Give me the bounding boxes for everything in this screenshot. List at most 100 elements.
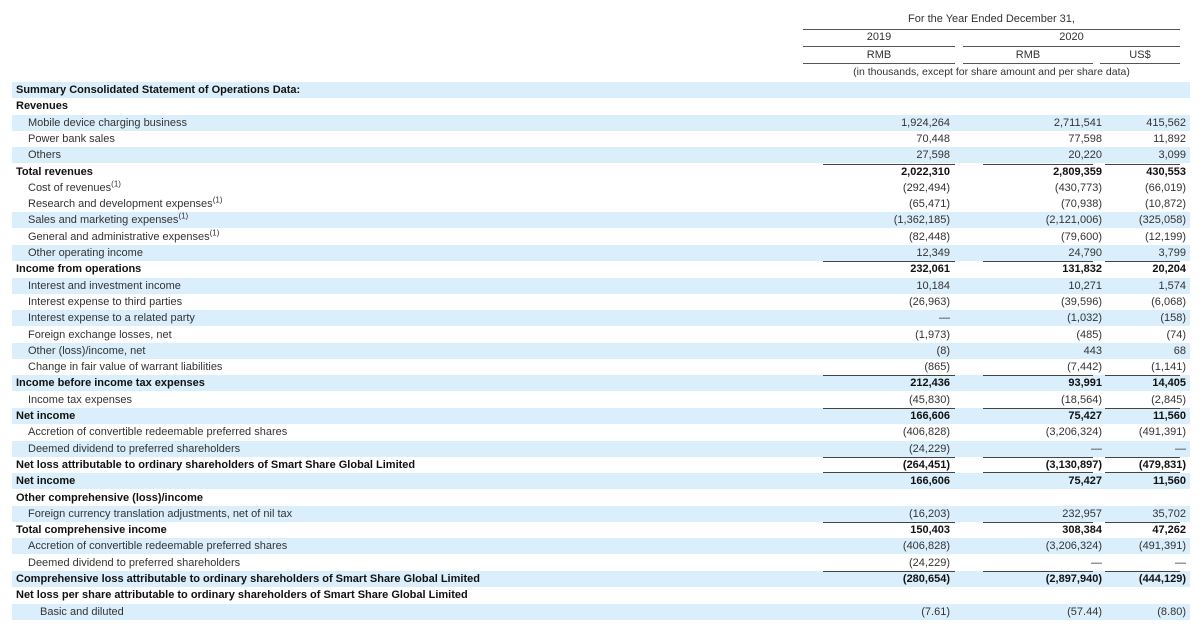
table-row: Interest and investment income 10,184 10,2… (12, 277, 1190, 294)
row-label: Interest expense to a related party (28, 310, 195, 326)
row-label: Sales and marketing expenses(1) (28, 212, 188, 228)
value-2019-rmb: (406,828) (902, 540, 950, 553)
value-2020-usd: — (1175, 556, 1186, 569)
row-label: Foreign currency translation adjustments… (28, 506, 292, 522)
row-label: Research and development expenses(1) (28, 196, 222, 212)
value-2020-rmb: (39,596) (1061, 295, 1102, 308)
table-row: Research and development expenses(1) (65,… (12, 196, 1190, 212)
currency-rmb-2020: RMB (1015, 49, 1041, 61)
value-2020-usd: (158) (1160, 312, 1186, 325)
table-row: Deemed dividend to preferred shareholder… (12, 440, 1190, 457)
value-2020-usd: 1,574 (1158, 279, 1186, 292)
value-2019-rmb: 166,606 (910, 410, 950, 422)
year-2020-header: 2020 (1059, 31, 1084, 43)
row-label-text: Income before income tax expenses (16, 377, 205, 390)
row-label: Total revenues (16, 164, 93, 180)
row-label: Net loss per share attributable to ordin… (16, 587, 468, 603)
value-2019-rmb: (24,229) (909, 442, 950, 455)
row-label: Mobile device charging business (28, 115, 187, 131)
table-row: Foreign exchange losses, net (1,973) (485)… (12, 327, 1190, 343)
row-label-text: Total revenues (16, 165, 93, 178)
table-row: Income tax expenses (45,830) (18,564) (2,84… (12, 392, 1190, 408)
value-2020-usd: 14,405 (1152, 377, 1186, 390)
value-2020-rmb: (7,442) (1067, 361, 1102, 374)
table-row: Comprehensive loss attributable to ordin… (12, 571, 1190, 587)
row-label-text: Accretion of convertible redeemable pref… (28, 426, 288, 439)
value-2019-rmb: 212,436 (910, 377, 950, 390)
value-2020-rmb: 24,790 (1068, 247, 1102, 259)
table-row: Net income 166,606 75,427 11,560 (12, 408, 1190, 424)
value-2020-usd: 430,553 (1146, 165, 1186, 178)
value-2020-usd: 3,099 (1158, 149, 1186, 162)
row-label-text: Power bank sales (28, 132, 115, 145)
value-2019-rmb: (406,828) (902, 426, 950, 439)
row-label-text: Sales and marketing expenses (28, 214, 179, 227)
row-label-text: Basic and diluted (40, 605, 124, 618)
footnote-marker: (1) (178, 211, 189, 221)
year-2019-header: 2019 (866, 31, 892, 43)
value-2020-rmb: (3,206,324) (1045, 540, 1102, 553)
table-row: Others 27,598 20,220 3,099 (12, 147, 1190, 164)
table-row: Net loss attributable to ordinary shareh… (12, 457, 1190, 473)
currency-rmb-2019: RMB (866, 49, 892, 61)
value-2020-usd: (12,199) (1145, 230, 1186, 243)
row-label-text: Comprehensive loss attributable to ordin… (16, 573, 480, 585)
row-label-text: General and administrative expenses (28, 230, 210, 243)
period-header: For the Year Ended December 31, (908, 13, 1075, 25)
row-label-text: Revenues (16, 100, 68, 113)
value-2019-rmb: (26,963) (909, 295, 950, 308)
year-underline-2019 (803, 46, 955, 47)
total-rule (983, 408, 1093, 409)
value-2020-usd: (66,019) (1145, 181, 1186, 194)
row-label: Total comprehensive income (16, 522, 167, 538)
double-rule (823, 472, 955, 474)
total-rule (1105, 456, 1180, 458)
value-2019-rmb: 27,598 (916, 149, 950, 162)
row-label: Change in fair value of warrant liabilit… (28, 359, 222, 375)
footnote-marker: (1) (209, 228, 220, 238)
row-label: Net income (16, 408, 75, 424)
value-2020-rmb: (79,600) (1061, 230, 1102, 243)
value-2020-rmb: (57.44) (1067, 605, 1102, 618)
table-row: Mobile device charging business 1,924,264… (12, 114, 1190, 131)
total-rule (1105, 408, 1180, 409)
table-row: Income before income tax expenses 212,436… (12, 375, 1190, 392)
value-2019-rmb: (292,494) (902, 181, 950, 194)
row-label-text: Net loss per share attributable to ordin… (16, 589, 468, 602)
total-rule (1105, 375, 1180, 377)
row-label-text: Net loss attributable to ordinary shareh… (16, 458, 416, 471)
value-2020-rmb: 77,598 (1068, 132, 1102, 145)
value-2020-usd: 11,892 (1153, 132, 1186, 145)
value-2019-rmb: 2,022,310 (901, 165, 950, 178)
row-label-text: Interest expense to a related party (28, 312, 195, 325)
total-rule (983, 163, 1093, 165)
total-rule (823, 522, 955, 524)
row-label-text: Foreign currency translation adjustments… (28, 507, 293, 520)
value-2019-rmb: 12,349 (916, 247, 950, 259)
total-rule (983, 456, 1093, 458)
value-2020-rmb: 2,711,541 (1053, 116, 1102, 129)
total-rule (983, 571, 1093, 572)
row-label: Accretion of convertible redeemable pref… (28, 424, 287, 440)
row-label: Revenues (16, 98, 68, 114)
table-row: General and administrative expenses(1) (8… (12, 229, 1190, 245)
value-2020-rmb: — (1091, 556, 1102, 569)
value-2019-rmb: 232,061 (910, 263, 950, 276)
row-label: Income before income tax expenses (16, 375, 205, 391)
table-row: Other comprehensive (loss)/income (12, 490, 1190, 506)
value-2019-rmb: 166,606 (910, 475, 950, 488)
value-2020-rmb: (430,773) (1054, 181, 1102, 194)
row-label: Comprehensive loss attributable to ordin… (16, 571, 480, 587)
row-label: Others (28, 147, 61, 163)
value-2020-rmb: 75,427 (1068, 410, 1102, 422)
row-label-text: Income tax expenses (28, 393, 132, 406)
row-label-text: Deemed dividend to preferred shareholder… (28, 442, 241, 455)
value-2020-usd: (479,831) (1138, 458, 1186, 471)
value-2020-rmb: — (1091, 442, 1102, 455)
row-label-text: Net income (16, 475, 76, 488)
table-row: Revenues (12, 98, 1190, 114)
row-label: Other comprehensive (loss)/income (16, 490, 203, 506)
value-2020-usd: 20,204 (1152, 263, 1186, 276)
row-label-text: Other (loss)/income, net (28, 344, 146, 357)
table-row: Other operating income 12,349 24,790 3,799 (12, 245, 1190, 261)
